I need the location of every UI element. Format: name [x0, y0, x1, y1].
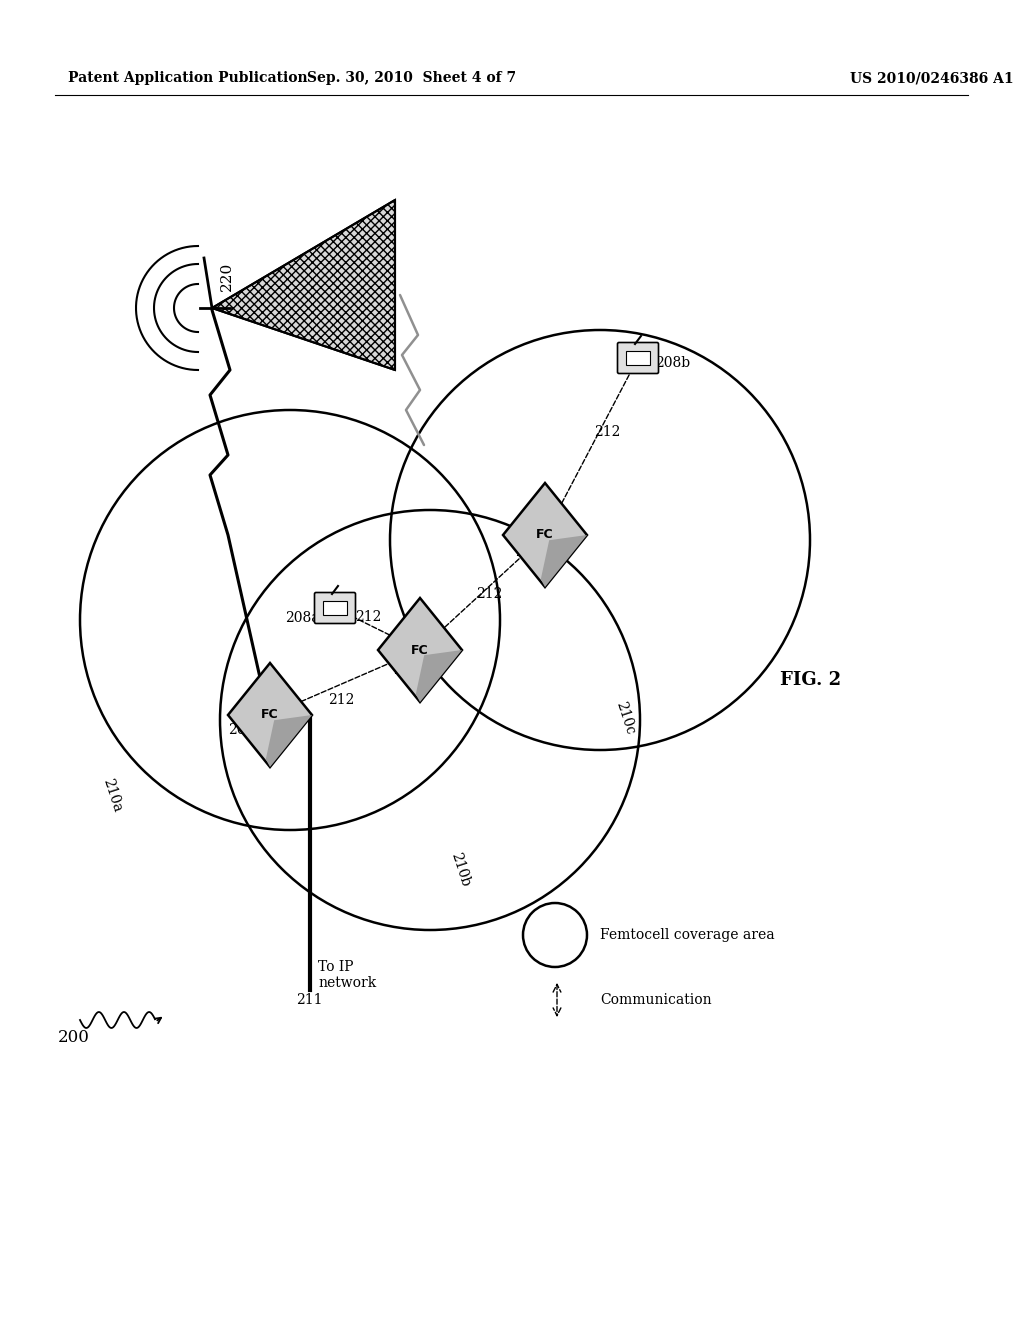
- Text: 210b: 210b: [447, 851, 472, 888]
- Text: 210c: 210c: [613, 700, 637, 737]
- Text: 220: 220: [220, 261, 234, 290]
- Text: Patent Application Publication: Patent Application Publication: [68, 71, 307, 84]
- Polygon shape: [266, 715, 312, 767]
- Text: Femtocell coverage area: Femtocell coverage area: [600, 928, 774, 942]
- Polygon shape: [416, 649, 462, 702]
- Bar: [626, 351, 650, 366]
- Text: FC: FC: [537, 528, 554, 541]
- Text: FIG. 2: FIG. 2: [780, 671, 841, 689]
- Polygon shape: [212, 201, 395, 370]
- Polygon shape: [228, 663, 312, 767]
- Text: 212: 212: [355, 610, 381, 624]
- Text: Sep. 30, 2010  Sheet 4 of 7: Sep. 30, 2010 Sheet 4 of 7: [307, 71, 516, 84]
- Text: 204: 204: [393, 663, 420, 677]
- FancyBboxPatch shape: [617, 342, 658, 374]
- Text: 210a: 210a: [100, 776, 124, 813]
- Text: US 2010/0246386 A1: US 2010/0246386 A1: [850, 71, 1014, 84]
- Text: 212: 212: [328, 693, 354, 708]
- Text: 208a: 208a: [285, 611, 319, 624]
- Text: 212: 212: [594, 425, 621, 440]
- Polygon shape: [541, 535, 587, 587]
- Text: 202: 202: [228, 723, 254, 737]
- Text: FC: FC: [412, 644, 429, 656]
- Bar: [323, 601, 347, 615]
- Polygon shape: [378, 598, 462, 702]
- Text: 208b: 208b: [655, 356, 690, 370]
- Text: 211: 211: [296, 993, 323, 1007]
- FancyBboxPatch shape: [314, 593, 355, 623]
- Text: 200: 200: [58, 1030, 90, 1047]
- Text: 212: 212: [476, 587, 503, 601]
- Text: Communication: Communication: [600, 993, 712, 1007]
- Text: 206: 206: [515, 545, 542, 558]
- Text: To IP
network: To IP network: [318, 960, 376, 990]
- Polygon shape: [503, 483, 587, 587]
- Text: FC: FC: [261, 709, 279, 722]
